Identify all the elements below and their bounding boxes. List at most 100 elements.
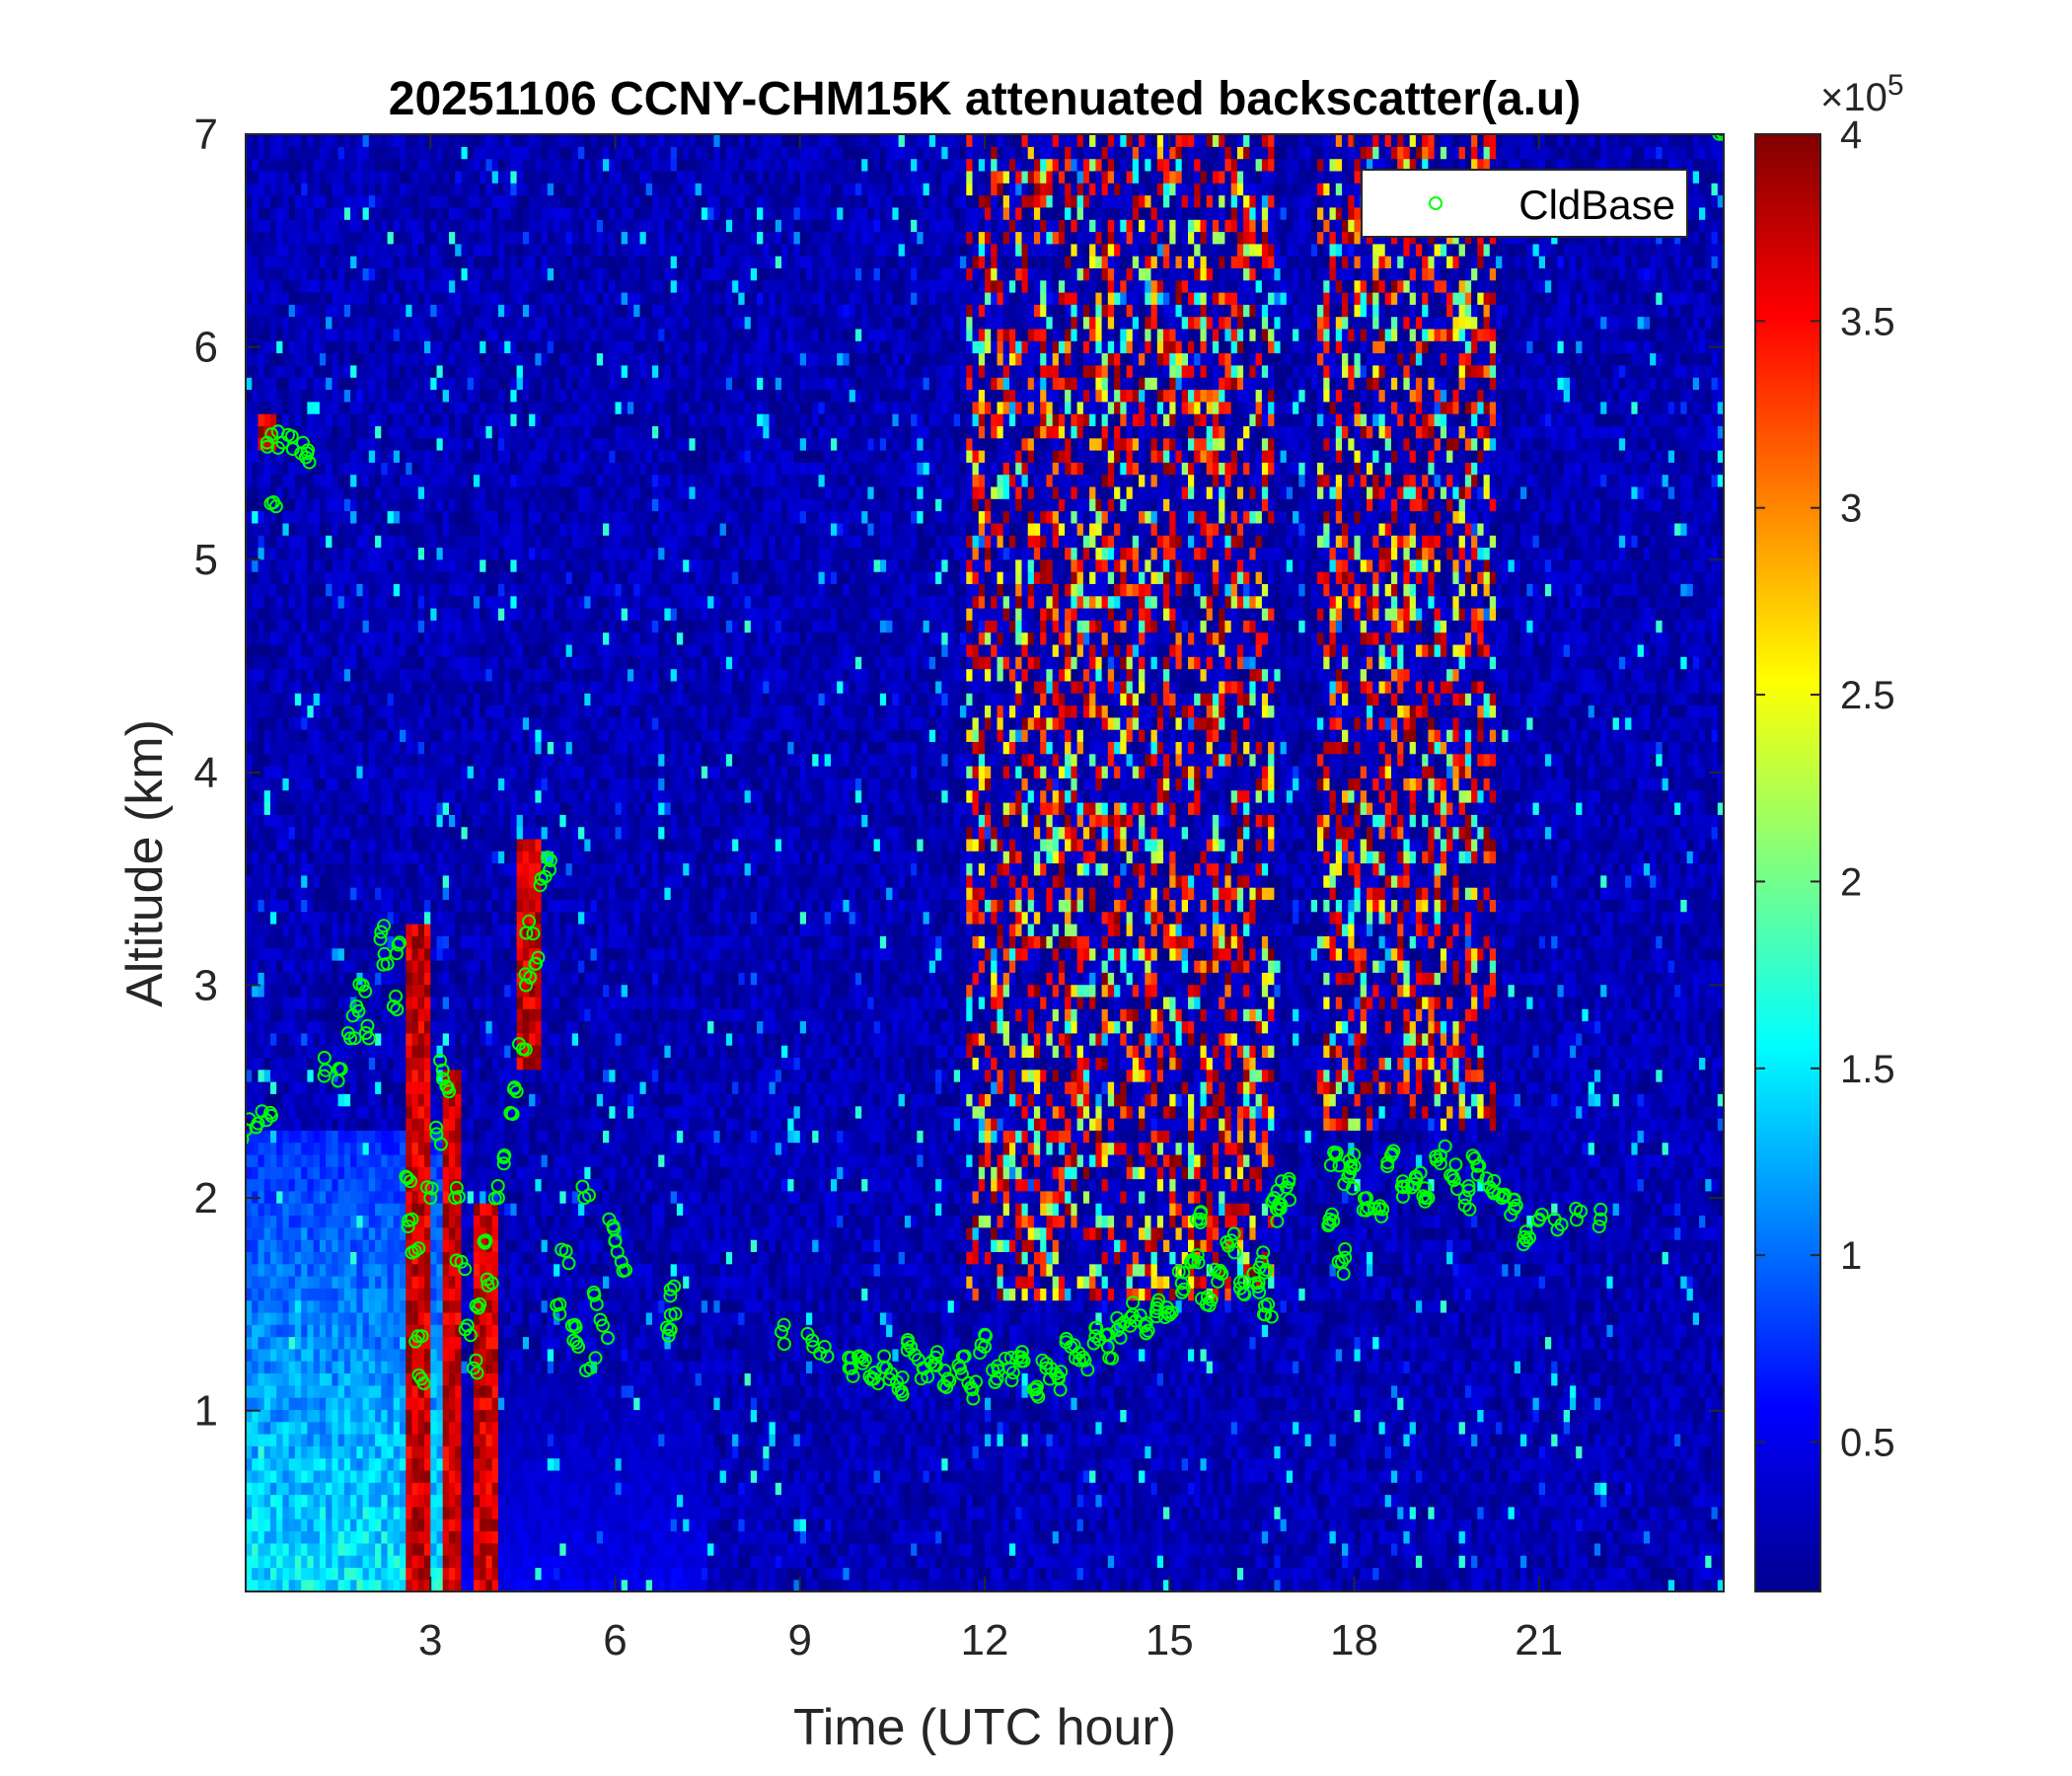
heatmap-cell [442,256,450,269]
heatmap-cell [387,608,395,621]
heatmap-cell [258,1032,265,1046]
heatmap-cell [497,826,505,840]
heatmap-cell [307,316,315,330]
heatmap-cell [288,1032,296,1046]
heatmap-cell [393,766,401,778]
heatmap-cell [461,996,469,1009]
heatmap-cell [387,1130,395,1144]
heatmap-cell [467,1178,475,1192]
heatmap-cell [442,413,450,427]
heatmap-cell [276,292,284,305]
heatmap-cell [313,753,321,767]
heatmap-cell [424,401,431,414]
heatmap-cell [313,631,321,645]
heatmap-cell [417,1226,425,1240]
heatmap-cell [400,1361,407,1374]
heatmap-cell [258,704,265,718]
heatmap-cell [387,279,395,293]
heatmap-cell [442,522,450,536]
heatmap-cell [449,656,456,670]
heatmap-cell [442,631,450,645]
heatmap-cell [430,924,438,936]
heatmap-cell [294,328,302,341]
heatmap-cell [411,1142,419,1155]
heatmap-cell [461,935,469,949]
heatmap-cell [301,1384,309,1398]
heatmap-cell [282,729,290,743]
heatmap-cell [387,1372,395,1386]
heatmap-cell [436,777,444,791]
heatmap-cell [350,1288,357,1301]
heatmap-cell [455,960,463,973]
heatmap-cell [467,231,475,245]
heatmap-cell [411,279,419,293]
heatmap-cell [449,1069,456,1082]
heatmap-cell [332,1118,339,1131]
heatmap-cell [362,972,370,986]
heatmap-cell [332,1348,339,1362]
heatmap-cell [375,874,382,888]
heatmap-cell [313,851,321,864]
heatmap-cell [252,1421,259,1435]
heatmap-cell [455,1336,463,1350]
heatmap-cell [387,364,395,378]
heatmap-cell [455,1299,463,1313]
heatmap-cell [381,899,389,913]
heatmap-cell [246,328,253,341]
heatmap-cell [301,826,309,840]
heatmap-cell [417,595,425,609]
heatmap-cell [282,413,290,427]
heatmap-cell [263,170,271,184]
heatmap-cell [485,668,493,682]
heatmap-cell [270,668,277,682]
heatmap-cell [393,1482,401,1496]
heatmap-cell [337,194,345,208]
heatmap-cell [356,1542,364,1556]
heatmap-cell [288,1397,296,1411]
heatmap-cell [381,1482,389,1496]
heatmap-cell [406,996,413,1009]
heatmap-cell [282,377,290,391]
heatmap-cell [258,243,265,257]
heatmap-cell [343,279,351,293]
heatmap-cell [491,1409,499,1423]
heatmap-cell [473,450,481,463]
heatmap-cell [381,960,389,973]
heatmap-cell [473,1166,481,1180]
heatmap-cell [381,1276,389,1289]
heatmap-cell [417,170,425,184]
heatmap-cell [343,1203,351,1217]
heatmap-cell [368,1203,376,1217]
heatmap-cell [375,656,382,670]
heatmap-cell [337,183,345,196]
heatmap-cell [430,1142,438,1155]
heatmap-cell [270,972,277,986]
heatmap-cell [424,595,431,609]
heatmap-cell [350,1397,357,1411]
heatmap-cell [313,389,321,403]
heatmap-cell [258,1093,265,1107]
heatmap-cell [436,1239,444,1253]
heatmap-cell [455,608,463,621]
heatmap-cell [406,1457,413,1471]
heatmap-cell [326,1457,333,1471]
heatmap-cell [491,1045,499,1059]
heatmap-cell [326,741,333,755]
heatmap-cell [270,595,277,609]
heatmap-cell [455,583,463,597]
heatmap-cell [375,631,382,645]
heatmap-cell [467,1288,475,1301]
heatmap-cell [356,947,364,961]
heatmap-cell [350,935,357,949]
heatmap-cell [313,1093,321,1107]
heatmap-cell [436,947,444,961]
heatmap-cell [282,1384,290,1398]
heatmap-cell [307,1494,315,1508]
heatmap-cell [343,146,351,160]
heatmap-cell [424,571,431,585]
heatmap-cell [307,1118,315,1131]
heatmap-cell [411,1203,419,1217]
heatmap-cell [473,267,481,281]
heatmap-cell [343,389,351,403]
heatmap-cell [485,340,493,354]
